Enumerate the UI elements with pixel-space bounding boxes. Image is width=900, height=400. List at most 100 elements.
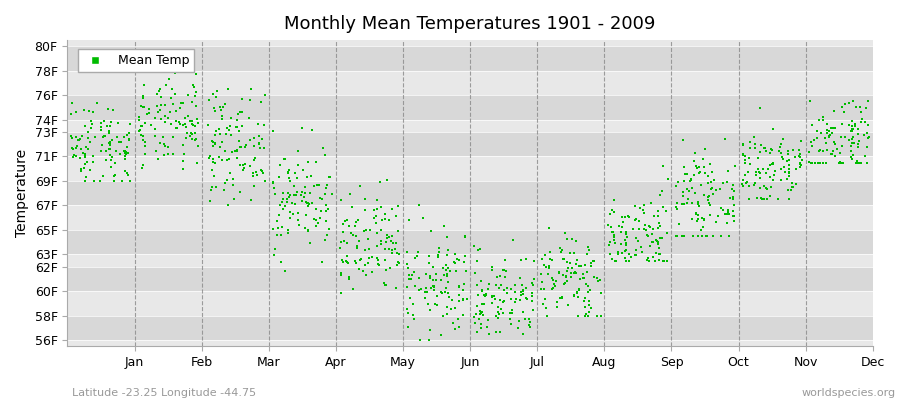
- Point: [382, 234, 396, 240]
- Point: [247, 142, 261, 149]
- Point: [681, 188, 696, 194]
- Point: [255, 136, 269, 142]
- Point: [79, 159, 94, 165]
- Point: [164, 94, 178, 101]
- Point: [243, 97, 257, 103]
- Point: [413, 337, 428, 343]
- Point: [158, 113, 173, 119]
- Point: [749, 172, 763, 178]
- Point: [581, 302, 596, 308]
- Point: [202, 97, 216, 104]
- Point: [535, 279, 549, 285]
- Point: [692, 169, 706, 176]
- Point: [294, 125, 309, 131]
- Point: [386, 240, 400, 246]
- Point: [736, 176, 751, 183]
- Point: [184, 130, 199, 136]
- Point: [516, 331, 530, 337]
- Point: [103, 141, 117, 147]
- Point: [103, 142, 117, 148]
- Point: [233, 188, 248, 195]
- Point: [458, 252, 473, 259]
- Point: [481, 316, 495, 323]
- Point: [242, 115, 256, 122]
- Point: [85, 125, 99, 131]
- Point: [293, 192, 308, 198]
- Point: [640, 231, 654, 238]
- Point: [347, 258, 362, 264]
- Point: [83, 139, 97, 146]
- Point: [131, 117, 146, 123]
- Point: [677, 233, 691, 239]
- Point: [205, 143, 220, 149]
- Point: [488, 296, 502, 303]
- Point: [222, 123, 237, 129]
- Point: [304, 173, 319, 180]
- Point: [112, 139, 126, 145]
- Point: [659, 208, 673, 214]
- Point: [634, 249, 649, 255]
- Point: [742, 161, 757, 167]
- Point: [424, 228, 438, 234]
- Point: [281, 230, 295, 236]
- Point: [187, 84, 202, 90]
- Point: [448, 250, 463, 257]
- Point: [832, 150, 847, 157]
- Point: [288, 170, 302, 176]
- Point: [503, 286, 517, 292]
- Point: [266, 179, 280, 186]
- Point: [514, 292, 528, 298]
- Point: [678, 201, 692, 207]
- Point: [346, 232, 360, 238]
- Point: [556, 256, 571, 262]
- Point: [442, 294, 456, 300]
- Point: [137, 104, 151, 110]
- Point: [580, 312, 595, 319]
- Point: [282, 167, 296, 174]
- Point: [824, 151, 839, 157]
- Point: [806, 122, 820, 128]
- Point: [122, 135, 136, 142]
- Point: [782, 173, 796, 179]
- Bar: [68, 71, 873, 95]
- Point: [622, 257, 636, 264]
- Point: [99, 148, 113, 154]
- Point: [583, 260, 598, 266]
- Point: [185, 122, 200, 128]
- Point: [748, 168, 762, 175]
- Point: [204, 167, 219, 174]
- Point: [727, 202, 742, 208]
- Point: [727, 218, 742, 224]
- Point: [548, 282, 562, 289]
- Point: [714, 186, 728, 192]
- Point: [853, 109, 868, 115]
- Point: [670, 183, 684, 189]
- Point: [630, 238, 644, 244]
- Point: [578, 304, 592, 310]
- Point: [378, 281, 392, 288]
- Point: [440, 246, 454, 253]
- Point: [230, 124, 244, 131]
- Point: [788, 154, 802, 160]
- Point: [468, 320, 482, 327]
- Point: [118, 150, 132, 156]
- Point: [655, 187, 670, 194]
- Point: [487, 293, 501, 300]
- Point: [793, 160, 807, 166]
- Point: [391, 202, 405, 209]
- Point: [619, 229, 634, 235]
- Point: [406, 312, 420, 319]
- Point: [842, 100, 856, 106]
- Point: [257, 92, 272, 98]
- Point: [757, 145, 771, 151]
- Point: [537, 285, 552, 292]
- Point: [94, 148, 108, 155]
- Point: [567, 291, 581, 298]
- Point: [704, 179, 718, 185]
- Point: [401, 310, 416, 316]
- Point: [230, 147, 244, 153]
- Point: [427, 283, 441, 290]
- Point: [838, 134, 852, 141]
- Point: [455, 311, 470, 318]
- Point: [239, 142, 254, 148]
